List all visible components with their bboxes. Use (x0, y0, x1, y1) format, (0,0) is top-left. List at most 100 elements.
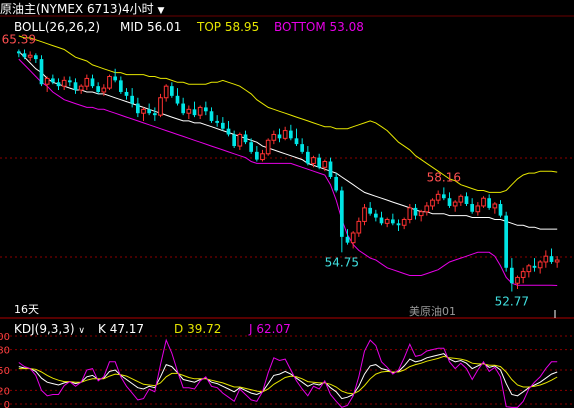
candle-body (175, 95, 180, 104)
candle (192, 101, 197, 118)
candle-body (452, 201, 458, 207)
candle-body (458, 195, 464, 203)
candle (384, 217, 390, 228)
candle (379, 211, 384, 226)
boll-top-value: 58.95 (224, 20, 260, 34)
candle (435, 190, 441, 205)
candle-body (356, 220, 362, 234)
candle-body (498, 204, 503, 216)
candle-body (492, 203, 498, 209)
candle (237, 132, 243, 150)
kdj-tick-label: 0 (4, 400, 10, 408)
kdj-d-line (18, 355, 558, 395)
candle (158, 93, 163, 118)
candle (130, 88, 135, 108)
candle-body (61, 79, 67, 87)
kdj-chevron-down-icon: ∨ (78, 326, 85, 336)
candle (464, 192, 469, 206)
kdj-legend[interactable]: KDJ(9,3,3) ∨ (14, 322, 85, 338)
candle-body (526, 265, 532, 273)
candle (334, 173, 339, 193)
candle (401, 217, 407, 230)
high-price-label: 58.16 (427, 170, 461, 184)
candle-body (379, 217, 384, 224)
kdj-k-value: 47.17 (109, 322, 145, 336)
candle (220, 117, 225, 131)
candle-body (101, 87, 107, 93)
candle (339, 186, 344, 253)
candle-body (130, 95, 135, 104)
candle-body (390, 219, 395, 224)
candle (226, 120, 231, 137)
candle-body (260, 153, 265, 161)
candle (101, 84, 107, 96)
candle-body (197, 106, 203, 116)
candle (232, 130, 237, 148)
candle (73, 78, 78, 94)
boll-top-line (18, 35, 558, 193)
candle (520, 267, 526, 284)
kdj-d-legend: D 39.72 (174, 322, 221, 336)
high-price-label: 65.39 (2, 32, 36, 46)
candle (78, 84, 84, 94)
candle (61, 76, 67, 91)
candle-body (288, 130, 293, 139)
candle (418, 209, 424, 222)
candle-body (50, 78, 55, 83)
price-annotations: 65.39 58.16 54.75 52.77 (2, 32, 529, 308)
candle (186, 105, 192, 120)
candle-body (33, 55, 38, 60)
candle-body (328, 161, 333, 177)
candle-body (56, 82, 61, 87)
period-selector[interactable]: 4小时 ▼ (122, 2, 164, 18)
candle (390, 213, 395, 226)
candle-body (237, 133, 243, 147)
candle-body (475, 205, 481, 213)
candle (67, 76, 72, 87)
boll-legend: BOLL(26,26,2) (14, 20, 100, 34)
candle-body (27, 54, 33, 58)
candle (526, 263, 532, 278)
candle (322, 159, 328, 172)
candle (504, 211, 509, 272)
candle-body (113, 76, 118, 81)
kdj-tick-label: 20 (0, 386, 10, 397)
candle-body (407, 207, 413, 220)
boll-top-legend: TOP 58.95 (197, 20, 259, 34)
candle-body (396, 223, 401, 226)
candle-body (16, 51, 21, 54)
candle-body (96, 86, 101, 92)
candle (96, 82, 101, 94)
candle-body (464, 196, 469, 205)
candle (487, 194, 492, 210)
candle (549, 248, 554, 264)
candle (368, 202, 373, 216)
boll-bottom-legend: BOTTOM 53.08 (274, 20, 364, 34)
candle-body (169, 86, 174, 96)
candle-body (232, 134, 237, 147)
candle (254, 146, 259, 162)
candle-body (39, 59, 44, 85)
candle (288, 124, 293, 141)
candle (458, 194, 464, 206)
candle (515, 275, 520, 290)
candle (84, 74, 90, 91)
boll-bottom-label: BOTTOM (274, 20, 326, 34)
candle (50, 74, 55, 85)
candle (44, 76, 50, 92)
candle (90, 74, 95, 89)
boll-bottom-line (18, 58, 558, 286)
candle (271, 130, 277, 145)
candle-body (209, 111, 214, 121)
candle (441, 187, 446, 201)
boll-mid-label: MID (120, 20, 144, 34)
boll-mid-legend: MID 56.01 (120, 20, 181, 34)
candle (362, 204, 367, 226)
candle-body (44, 77, 50, 85)
candle-body (141, 108, 146, 114)
candle-body (401, 218, 407, 226)
candle-body (249, 142, 254, 152)
candle-body (282, 130, 288, 139)
boll-mid-value: 56.01 (146, 20, 182, 34)
instrument-title[interactable]: 原油主(NYMEX 6713) (0, 2, 122, 16)
